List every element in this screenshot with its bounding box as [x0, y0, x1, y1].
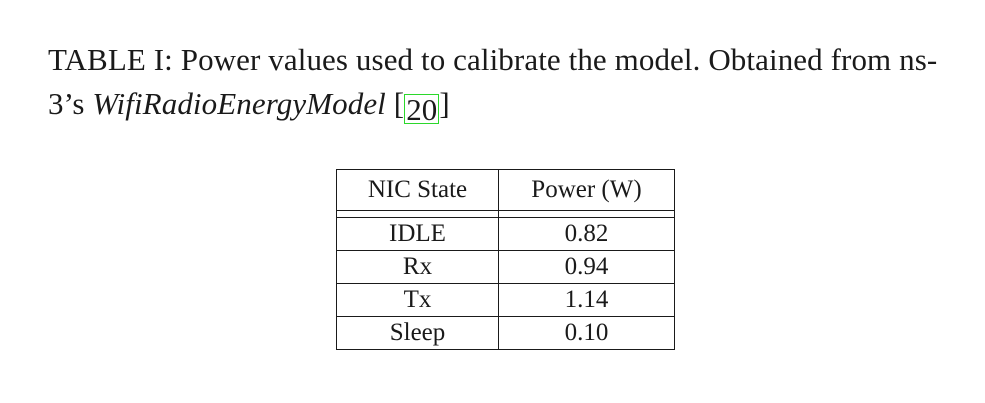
cell-state: Tx: [336, 284, 498, 317]
table-row: IDLE 0.82: [336, 217, 675, 251]
cell-state: Sleep: [336, 317, 498, 350]
cell-power: 0.94: [498, 251, 675, 284]
table-row: Rx 0.94: [336, 251, 675, 284]
caption-model-name: WifiRadioEnergyModel: [92, 86, 386, 121]
cell-state: IDLE: [336, 217, 498, 251]
caption-bracket-open: [: [385, 86, 405, 121]
power-table-container: NIC State Power (W) IDLE 0.82 Rx 0.94 Tx…: [336, 169, 675, 350]
table-caption: TABLE I: Power values used to calibrate …: [48, 38, 968, 126]
caption-bracket-close: ]: [439, 86, 450, 121]
header-nic-state: NIC State: [336, 169, 498, 211]
power-table: NIC State Power (W) IDLE 0.82 Rx 0.94 Tx…: [336, 169, 675, 350]
citation-link[interactable]: 20: [404, 92, 440, 127]
table-row: Sleep 0.10: [336, 317, 675, 350]
cell-state: Rx: [336, 251, 498, 284]
table-double-rule-gap: [336, 211, 675, 217]
header-power: Power (W): [498, 169, 675, 211]
table-row: Tx 1.14: [336, 284, 675, 317]
cell-power: 0.10: [498, 317, 675, 350]
cell-power: 0.82: [498, 217, 675, 251]
table-header-row: NIC State Power (W): [336, 169, 675, 211]
caption-text: TABLE I: Power values used to calibrate …: [48, 42, 938, 121]
cell-power: 1.14: [498, 284, 675, 317]
